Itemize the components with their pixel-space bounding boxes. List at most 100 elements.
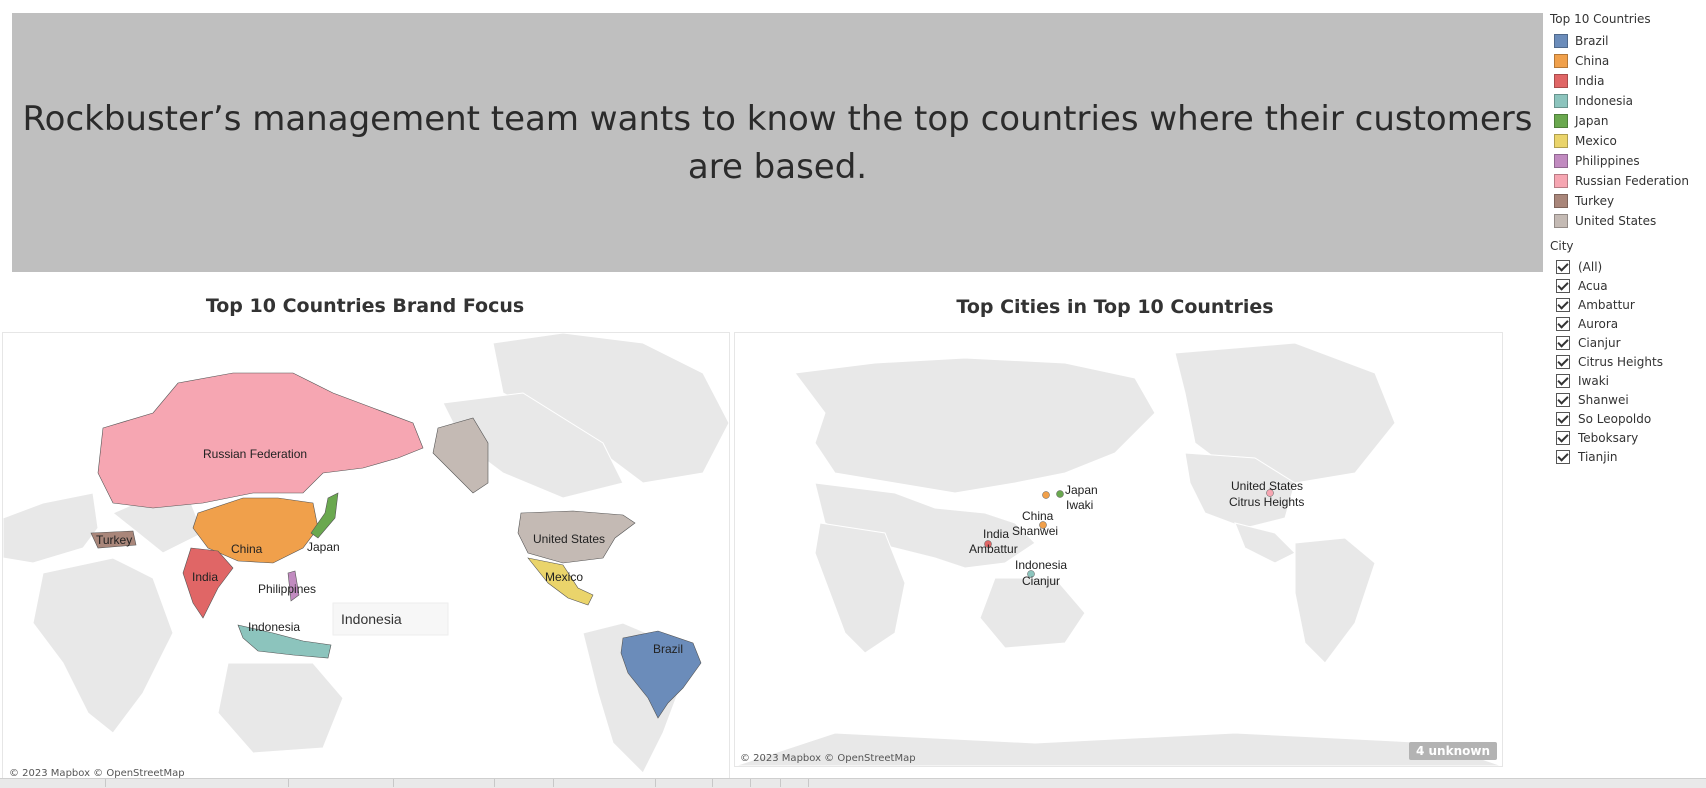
checkbox[interactable] (1556, 392, 1570, 407)
city-filter-label: Iwaki (1578, 373, 1609, 388)
legend-item[interactable]: India (1550, 71, 1702, 91)
alaska-shape (432, 417, 489, 494)
city-filter-label: Citrus Heights (1578, 354, 1663, 369)
legend-label: India (1575, 74, 1605, 88)
country-map[interactable]: Russian Federation Turkey China Japan In… (2, 332, 730, 779)
legend-item[interactable]: Mexico (1550, 131, 1702, 151)
legend-item[interactable]: Japan (1550, 111, 1702, 131)
city-filter-option[interactable]: So Leopoldo (1550, 409, 1702, 428)
south-america-land (1294, 537, 1376, 664)
mark-citrus-heights (1266, 489, 1274, 497)
legend-swatch (1554, 94, 1568, 108)
central-america-land (1234, 522, 1296, 564)
legend-item[interactable]: Russian Federation (1550, 171, 1702, 191)
legend-item[interactable]: Brazil (1550, 31, 1702, 51)
sheet-tab[interactable] (750, 779, 751, 787)
legend-item[interactable]: Turkey (1550, 191, 1702, 211)
legend-label: Japan (1575, 114, 1609, 128)
label-us: United States (1231, 479, 1303, 493)
checkbox[interactable] (1556, 354, 1570, 369)
label-india: India (192, 570, 218, 584)
checkbox[interactable] (1556, 316, 1570, 331)
russia-shape (97, 372, 424, 509)
city-filter-option[interactable]: Acua (1550, 276, 1702, 295)
legend-label: Mexico (1575, 134, 1617, 148)
legend-item[interactable]: Philippines (1550, 151, 1702, 171)
legend-swatch (1554, 214, 1568, 228)
legend-label: Indonesia (1575, 94, 1634, 108)
label-india: India (983, 527, 1009, 541)
label-us: United States (533, 532, 605, 546)
tooltip-indonesia: Indonesia (341, 611, 402, 627)
label-indonesia: Indonesia (248, 620, 300, 634)
checkbox[interactable] (1556, 449, 1570, 464)
mark-ambattur (984, 540, 992, 548)
city-filter-option[interactable]: Cianjur (1550, 333, 1702, 352)
mark-cianjur (1027, 570, 1035, 578)
city-filter-option[interactable]: Teboksary (1550, 428, 1702, 447)
city-filter-option[interactable]: (All) (1550, 257, 1702, 276)
legend-label: Russian Federation (1575, 174, 1689, 188)
city-filter-label: Teboksary (1578, 430, 1639, 445)
usa-land (1184, 452, 1296, 529)
sheet-tab[interactable] (553, 779, 554, 787)
australia-land (979, 577, 1086, 649)
label-indonesia: Indonesia (1015, 558, 1067, 572)
checkbox[interactable] (1556, 278, 1570, 293)
label-brazil: Brazil (653, 642, 683, 656)
legend-label: China (1575, 54, 1610, 68)
sheet-tab[interactable] (655, 779, 656, 787)
brazil-shape (620, 630, 702, 719)
us-shape (517, 510, 636, 564)
mark-shanwei (1039, 521, 1047, 529)
city-filter-option[interactable]: Iwaki (1550, 371, 1702, 390)
city-map[interactable]: Japan Iwaki China Shanwei India Ambattur… (734, 332, 1503, 767)
label-turkey: Turkey (96, 533, 132, 547)
city-filter-label: (All) (1578, 259, 1603, 274)
checkbox[interactable] (1556, 335, 1570, 350)
checkbox[interactable] (1556, 259, 1570, 274)
legend-swatch (1554, 54, 1568, 68)
city-filter-label: Cianjur (1578, 335, 1621, 350)
label-citrus-heights: Citrus Heights (1229, 495, 1304, 509)
africa-land (814, 522, 906, 654)
legend-item[interactable]: China (1550, 51, 1702, 71)
tooltip-box (332, 602, 449, 636)
japan-shape (310, 492, 339, 539)
sheet-tab[interactable] (288, 779, 289, 787)
unknown-badge[interactable]: 4 unknown (1408, 742, 1497, 760)
mexico-shape (527, 557, 594, 606)
indonesia-shape (237, 624, 332, 659)
sheet-tab[interactable] (780, 779, 781, 787)
city-filter-option[interactable]: Citrus Heights (1550, 352, 1702, 371)
europe-land (3, 492, 99, 564)
right-sheet-title: Top Cities in Top 10 Countries (956, 296, 1274, 318)
city-filter-option[interactable]: Shanwei (1550, 390, 1702, 409)
checkbox[interactable] (1556, 297, 1570, 312)
north-america-north-land (1174, 342, 1396, 484)
city-filter-label: Shanwei (1578, 392, 1629, 407)
checkbox[interactable] (1556, 373, 1570, 388)
sheet-tab[interactable] (712, 779, 713, 787)
checkbox[interactable] (1556, 411, 1570, 426)
title-banner: Rockbuster’s management team wants to kn… (12, 13, 1543, 272)
sheet-tab[interactable] (393, 779, 394, 787)
label-russia: Russian Federation (203, 447, 307, 461)
legend-swatch (1554, 174, 1568, 188)
right-map-attribution: © 2023 Mapbox © OpenStreetMap (740, 753, 916, 764)
turkey-shape (90, 530, 137, 549)
eurasia-land (794, 357, 1156, 494)
legend-item[interactable]: Indonesia (1550, 91, 1702, 111)
checkbox[interactable] (1556, 430, 1570, 445)
city-filter-label: Ambattur (1578, 297, 1635, 312)
city-filter-option[interactable]: Tianjin (1550, 447, 1702, 466)
sheet-tab[interactable] (105, 779, 106, 787)
label-mexico: Mexico (545, 570, 583, 584)
india-shape (182, 547, 234, 619)
city-filter-option[interactable]: Ambattur (1550, 295, 1702, 314)
sheet-tab[interactable] (808, 779, 809, 787)
legend-item[interactable]: United States (1550, 211, 1702, 231)
sheet-tab[interactable] (494, 779, 495, 787)
legend-swatch (1554, 194, 1568, 208)
city-filter-option[interactable]: Aurora (1550, 314, 1702, 333)
